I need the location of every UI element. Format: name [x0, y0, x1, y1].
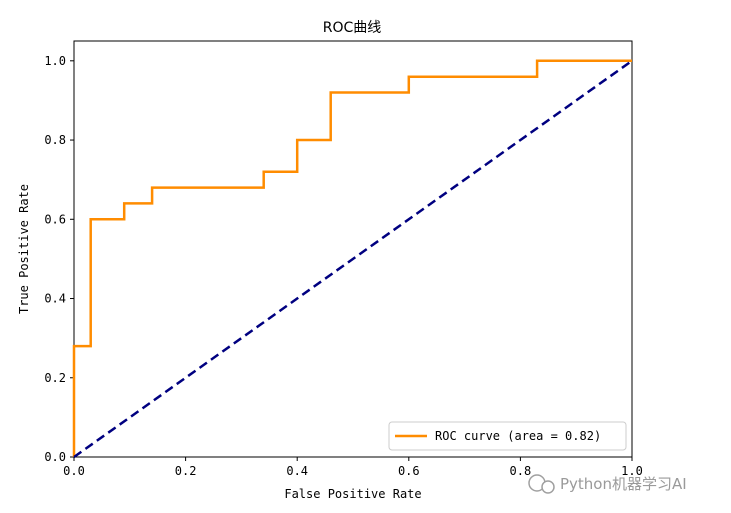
- wechat-icon-small-bubble: [541, 480, 555, 494]
- x-tick-label: 1.0: [621, 464, 643, 478]
- plot-area: [73, 40, 633, 458]
- x-tick-label: 0.0: [63, 464, 85, 478]
- x-tick-label: 0.2: [175, 464, 197, 478]
- x-tick-label: 0.8: [510, 464, 532, 478]
- watermark: Python机器学习AI: [528, 474, 687, 494]
- legend: ROC curve (area = 0.82): [388, 421, 627, 451]
- y-tick-label: 1.0: [44, 54, 66, 68]
- x-axis: 0.0 0.2 0.4 0.6 0.8 1.0: [63, 457, 643, 478]
- y-tick-label: 0.4: [44, 292, 66, 306]
- roc-curve-line: [72, 59, 632, 457]
- x-tick-label: 0.6: [398, 464, 420, 478]
- watermark-text: Python机器学习AI: [560, 475, 687, 493]
- y-tick-label: 0.6: [44, 212, 66, 226]
- x-tick-label: 0.4: [286, 464, 308, 478]
- x-axis-label: False Positive Rate: [284, 487, 421, 501]
- series-layer: [72, 59, 633, 459]
- y-tick-label: 0.0: [44, 450, 66, 464]
- y-axis: 0.0 0.2 0.4 0.6 0.8 1.0: [44, 54, 74, 464]
- legend-label-roc: ROC curve (area = 0.82): [435, 429, 601, 443]
- chance-diagonal-line: [73, 59, 633, 459]
- y-axis-label: True Positive Rate: [17, 184, 31, 314]
- legend-box: [388, 421, 627, 451]
- y-tick-label: 0.8: [44, 133, 66, 147]
- chart-title: ROC曲线: [323, 20, 382, 36]
- y-tick-label: 0.2: [44, 371, 66, 385]
